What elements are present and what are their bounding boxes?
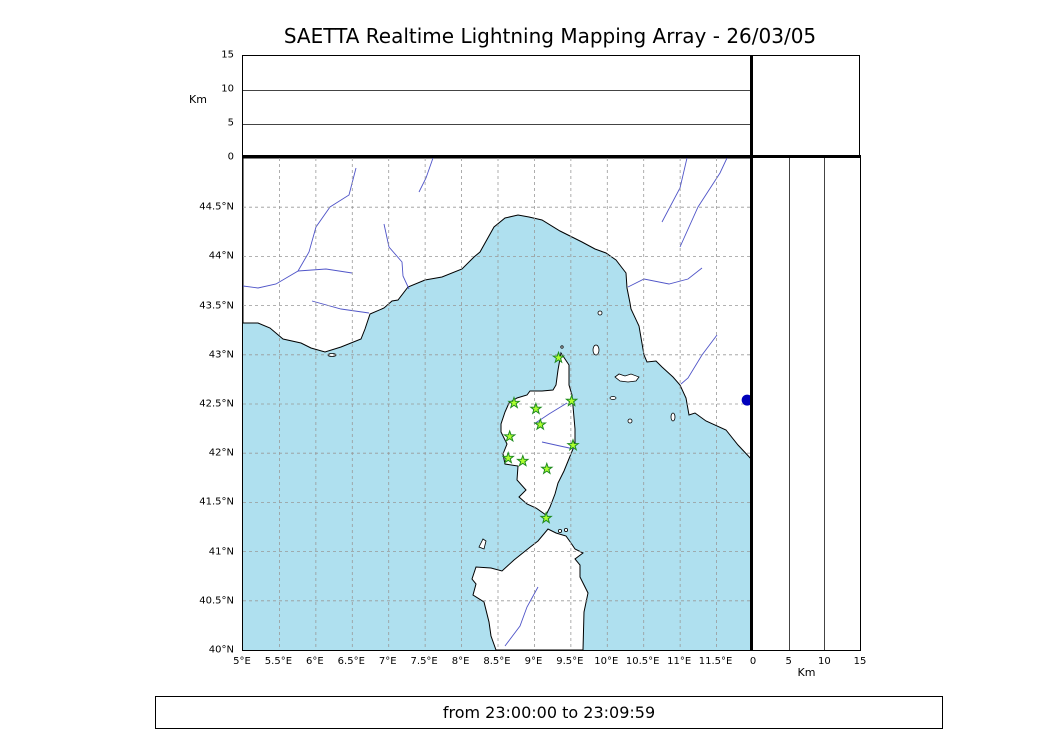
lat-tick-label: 40.5°N [199, 595, 234, 607]
river-golo [533, 402, 568, 425]
island-asinara [478, 538, 487, 550]
lon-tick-label: 6.5°E [337, 656, 365, 667]
lon-tick-label: 10°E [594, 656, 619, 667]
lma-station-marker [551, 350, 566, 364]
river-ombrone [680, 334, 718, 385]
station-markers [501, 350, 753, 524]
lon-tick-label: 11.5°E [698, 656, 733, 667]
lma-station-marker [566, 438, 580, 452]
island-capraia [592, 344, 600, 356]
map-canvas [243, 158, 753, 650]
river-reno [679, 158, 728, 248]
lma-station-marker [533, 417, 547, 431]
rivers [243, 158, 728, 647]
lma-station-marker [539, 511, 553, 524]
lma-station-marker [529, 401, 543, 415]
km-tick-label: 10 [817, 656, 831, 667]
km-tick-label: 5 [785, 656, 792, 667]
island-elba [614, 373, 640, 383]
coastline-mainland [243, 158, 753, 462]
island-sardinia [471, 528, 589, 650]
lon-tick-label: 9.5°E [556, 656, 584, 667]
km-axis-label: Km [797, 666, 816, 679]
altitude-tick-label: 15 [221, 49, 234, 61]
altitude-tick-label: 0 [227, 151, 234, 163]
axis-divider-vertical [750, 55, 753, 651]
lon-tick-label: 7°E [378, 656, 397, 667]
river-var [383, 223, 410, 290]
lat-tick-label: 43.5°N [199, 300, 234, 312]
lma-station-marker [516, 454, 530, 467]
altitude-tick-label: 5 [227, 117, 234, 129]
island-giraglia [560, 345, 564, 349]
lma-station-marker [540, 461, 554, 475]
island-giglio [670, 412, 676, 422]
lon-tick-label: 10.5°E [625, 656, 660, 667]
km-gridline [788, 158, 790, 650]
lon-tick-label: 5.5°E [264, 656, 293, 667]
lma-station-marker [501, 451, 515, 464]
lon-tick-label: 6°E [306, 656, 324, 667]
lon-tick-label: 8°E [451, 656, 470, 667]
lat-tick-label: 44.5°N [199, 201, 234, 213]
map-gridlines [243, 158, 753, 650]
axis-divider-horizontal [242, 155, 861, 158]
lma-station-marker [564, 393, 579, 407]
lat-tick-label: 41°N [208, 546, 234, 558]
figure-title: SAETTA Realtime Lightning Mapping Array … [283, 24, 817, 48]
lon-tick-label: 8.5°E [483, 656, 511, 667]
river-tavignano [541, 441, 575, 450]
river-verdon [297, 268, 353, 274]
km-gridline [824, 158, 826, 650]
time-range-label: from 23:00:00 to 23:09:59 [442, 703, 656, 722]
lma-station-marker [502, 429, 517, 443]
lon-tick-label: 11°E [667, 656, 692, 667]
km-tick-label: 15 [853, 656, 867, 667]
altitude-gridline [243, 90, 751, 91]
island-pianosa [609, 396, 617, 400]
island-caprera [563, 527, 568, 532]
corner-panel [750, 55, 860, 157]
river-tirso [504, 586, 539, 647]
lat-tick-label: 42.5°N [199, 398, 234, 410]
lon-tick-label: 5°E [233, 656, 251, 667]
lat-tick-label: 40°N [208, 644, 234, 656]
island-maddalena [557, 528, 562, 533]
lat-tick-label: 42°N [208, 447, 234, 459]
time-range-box: from 23:00:00 to 23:09:59 [155, 696, 943, 729]
altitude-axis-label: Km [189, 93, 207, 106]
altitude-latitude-panel [753, 158, 861, 651]
altitude-longitude-panel [242, 55, 752, 157]
island-montecristo [627, 418, 633, 424]
lat-tick-label: 43°N [208, 349, 234, 361]
river-arno [627, 267, 703, 288]
lon-tick-label: 9°E [524, 656, 543, 667]
river-argens [311, 300, 370, 314]
map-panel [242, 158, 753, 651]
lma-station-marker [507, 395, 521, 409]
river-tanaro [418, 158, 434, 193]
altitude-gridline [243, 124, 751, 125]
island-gorgona [597, 310, 603, 316]
lon-tick-label: 7.5°E [410, 656, 438, 667]
altitude-tick-label: 10 [221, 83, 234, 95]
km-tick-label: 0 [749, 656, 757, 667]
lat-tick-label: 44°N [208, 250, 234, 262]
lat-tick-label: 41.5°N [199, 496, 234, 508]
river-durance [243, 167, 357, 289]
